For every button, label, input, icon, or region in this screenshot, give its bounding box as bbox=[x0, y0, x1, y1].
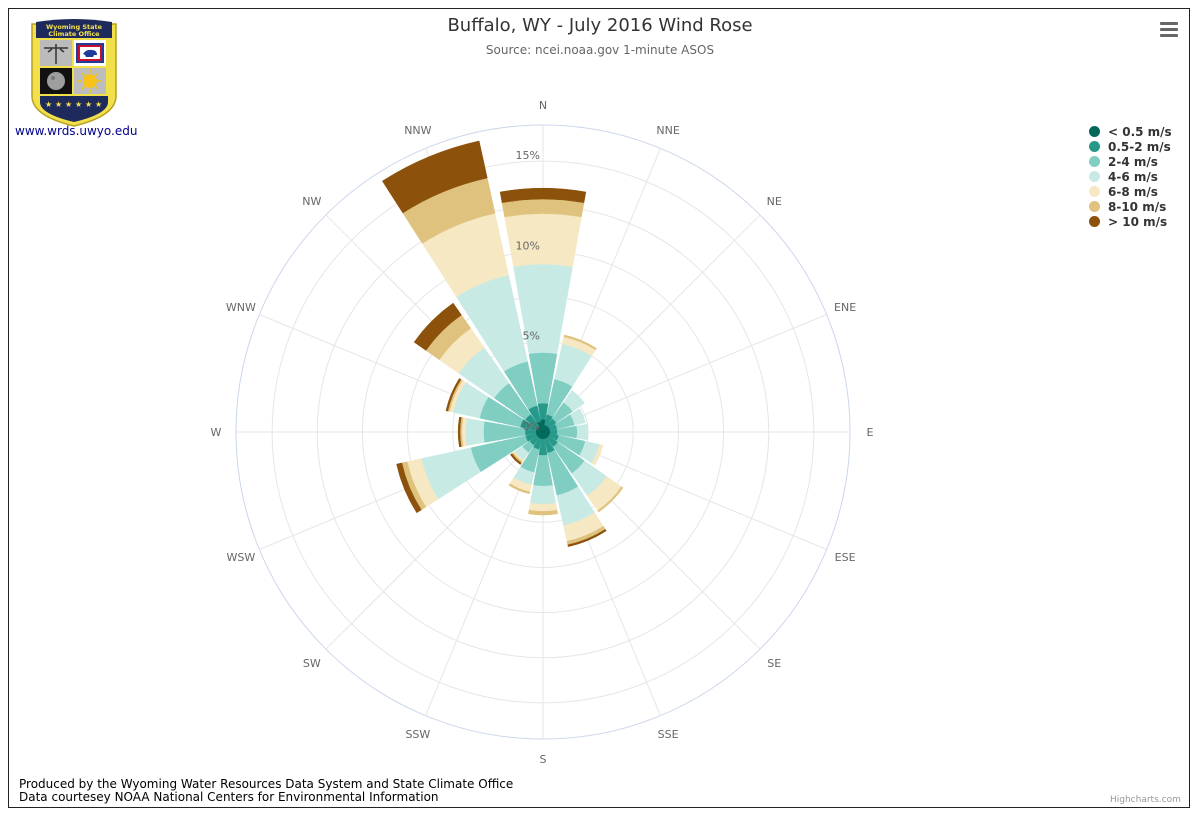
wind-bar-n[interactable] bbox=[499, 188, 587, 203]
direction-label: NW bbox=[302, 195, 321, 208]
wind-bar-sw[interactable] bbox=[510, 453, 522, 465]
legend-swatch-icon bbox=[1089, 156, 1100, 167]
menu-bar bbox=[1160, 22, 1178, 25]
hamburger-menu-icon[interactable] bbox=[1158, 22, 1180, 40]
wind-bar-ene[interactable] bbox=[570, 408, 586, 426]
direction-label: E bbox=[867, 426, 874, 439]
legend-label: 8-10 m/s bbox=[1108, 199, 1167, 214]
direction-label: NNW bbox=[404, 124, 431, 137]
footer-credits: Produced by the Wyoming Water Resources … bbox=[19, 778, 513, 804]
direction-spoke bbox=[325, 431, 544, 650]
direction-label: N bbox=[539, 99, 547, 112]
wind-bar-ne[interactable] bbox=[563, 390, 585, 412]
wind-bar-se[interactable] bbox=[597, 486, 624, 513]
wind-bar-ese[interactable] bbox=[591, 444, 604, 466]
legend-label: 4-6 m/s bbox=[1108, 169, 1158, 184]
wind-bar-nnw[interactable] bbox=[382, 140, 488, 214]
legend-item[interactable]: 8-10 m/s bbox=[1089, 199, 1172, 214]
wind-bar-s[interactable] bbox=[528, 509, 558, 516]
direction-label: S bbox=[540, 753, 547, 766]
legend-label: 2-4 m/s bbox=[1108, 154, 1158, 169]
direction-label: ESE bbox=[835, 551, 856, 564]
legend-label: > 10 m/s bbox=[1108, 214, 1168, 229]
direction-spoke bbox=[542, 314, 827, 433]
legend-swatch-icon bbox=[1089, 186, 1100, 197]
wind-bar-nne[interactable] bbox=[563, 334, 597, 351]
footer-line-1: Produced by the Wyoming Water Resources … bbox=[19, 777, 514, 791]
radial-tick-label: 10% bbox=[516, 239, 540, 252]
climate-office-logo-icon: Wyoming State Climate Office ★ ★ ★ ★ ★ ★ bbox=[31, 19, 117, 127]
wind-bar-e[interactable] bbox=[576, 423, 589, 441]
direction-label: NNE bbox=[656, 124, 679, 137]
svg-text:★: ★ bbox=[85, 100, 92, 109]
direction-label: W bbox=[211, 426, 222, 439]
direction-label: ENE bbox=[834, 301, 856, 314]
svg-text:Wyoming State: Wyoming State bbox=[46, 23, 103, 31]
radial-tick-label: 5% bbox=[523, 330, 540, 343]
legend-item[interactable]: < 0.5 m/s bbox=[1089, 124, 1172, 139]
legend-label: 0.5-2 m/s bbox=[1108, 139, 1171, 154]
wind-bar-wnw[interactable] bbox=[445, 378, 462, 412]
direction-label: NE bbox=[767, 195, 782, 208]
footer-line-2: Data courtesey NOAA National Centers for… bbox=[19, 790, 439, 804]
chart-subtitle: Source: ncei.noaa.gov 1-minute ASOS bbox=[485, 43, 715, 57]
radial-tick-label: 15% bbox=[516, 149, 540, 162]
svg-text:★: ★ bbox=[75, 100, 82, 109]
legend-swatch-icon bbox=[1089, 201, 1100, 212]
direction-label: SE bbox=[767, 657, 781, 670]
legend-item[interactable]: 0.5-2 m/s bbox=[1089, 139, 1172, 154]
direction-label: SSE bbox=[658, 728, 679, 741]
legend-swatch-icon bbox=[1089, 126, 1100, 137]
legend-item[interactable]: 6-8 m/s bbox=[1089, 184, 1172, 199]
direction-label: WNW bbox=[226, 301, 256, 314]
wind-bar-ssw[interactable] bbox=[508, 483, 531, 495]
legend-swatch-icon bbox=[1089, 216, 1100, 227]
svg-text:★: ★ bbox=[45, 100, 52, 109]
menu-bar bbox=[1160, 34, 1178, 37]
wind-bar-nw[interactable] bbox=[413, 302, 462, 351]
wind-bar-w[interactable] bbox=[457, 416, 462, 448]
legend-item[interactable]: 4-6 m/s bbox=[1089, 169, 1172, 184]
wind-bar-sse[interactable] bbox=[567, 528, 607, 547]
wind-bar-s[interactable] bbox=[528, 502, 558, 512]
highcharts-credit[interactable]: Highcharts.com bbox=[1110, 795, 1181, 805]
direction-label: WSW bbox=[227, 551, 256, 564]
wind-bar-s[interactable] bbox=[530, 485, 556, 505]
chart-frame bbox=[8, 8, 1190, 808]
svg-text:★: ★ bbox=[65, 100, 72, 109]
chart-legend: < 0.5 m/s 0.5-2 m/s 2-4 m/s 4-6 m/s 6-8 m/s 8… bbox=[1089, 124, 1172, 229]
svg-text:★: ★ bbox=[95, 100, 102, 109]
svg-text:Climate Office: Climate Office bbox=[48, 30, 100, 38]
direction-label: SSW bbox=[405, 728, 430, 741]
wind-bar-w[interactable] bbox=[465, 418, 485, 446]
legend-item[interactable]: > 10 m/s bbox=[1089, 214, 1172, 229]
legend-swatch-icon bbox=[1089, 141, 1100, 152]
svg-text:★: ★ bbox=[55, 100, 62, 109]
legend-label: < 0.5 m/s bbox=[1108, 124, 1172, 139]
menu-bar bbox=[1160, 28, 1178, 31]
legend-swatch-icon bbox=[1089, 171, 1100, 182]
website-link[interactable]: www.wrds.uwyo.edu bbox=[15, 124, 138, 138]
wind-bars bbox=[382, 140, 624, 547]
direction-label: SW bbox=[303, 657, 321, 670]
legend-item[interactable]: 2-4 m/s bbox=[1089, 154, 1172, 169]
axis-labels: N NNE NE ENE E ESE SE SSE S SSW SW WSW W WNW NW NNW 0% 5%… bbox=[211, 99, 874, 766]
radial-tick-label: 0% bbox=[523, 420, 540, 433]
chart-title: Buffalo, WY - July 2016 Wind Rose bbox=[447, 15, 753, 36]
legend-label: 6-8 m/s bbox=[1108, 184, 1158, 199]
wind-bar-wsw[interactable] bbox=[396, 462, 422, 514]
direction-spoke bbox=[542, 214, 761, 433]
